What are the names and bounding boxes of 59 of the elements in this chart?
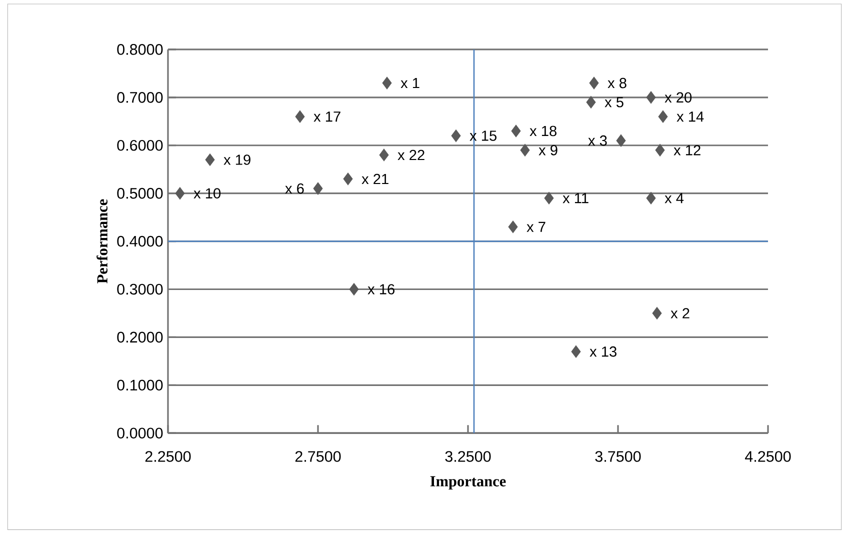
x-tick-label: 2.2500 [145,451,191,462]
point [313,182,323,195]
point [589,76,599,90]
y-axis-title: Performance [96,199,108,284]
annotation: x 4 [664,193,684,204]
point [655,144,665,157]
point [616,134,626,147]
annotation: x 13 [590,346,616,357]
y-tick-label: 0.4000 [117,236,163,247]
point [175,187,185,200]
annotation: x 16 [368,284,394,295]
point [646,192,656,205]
x-tick-label: 2.7500 [295,451,341,462]
point [520,144,530,157]
point [349,283,359,296]
x-tick-label: 4.2500 [745,451,791,462]
point [451,130,461,142]
x-tick-label: 3.2500 [445,451,491,462]
annotation: x 20 [664,92,692,103]
annotation: x 6 [285,184,304,194]
point [544,192,554,205]
point [658,110,668,124]
annotation: x 9 [538,145,558,156]
y-tick-label: 0.0000 [117,428,163,439]
point [382,76,392,90]
y-tick-label: 0.1000 [117,380,163,391]
point [295,110,305,124]
x-tick-label: 3.7500 [595,451,641,462]
y-tick-label: 0.6000 [117,140,163,151]
annotation: x 12 [674,145,700,156]
x-axis-title: Importance [430,476,506,490]
annotation: x 18 [530,126,556,136]
point [205,154,215,166]
annotation: x 2 [670,308,690,318]
annotation: x 11 [562,193,588,204]
y-tick-label: 0.2000 [117,332,163,343]
point [343,172,353,186]
annotation: x 7 [526,222,546,232]
annotation: x 8 [608,78,626,88]
annotation: x 14 [676,112,704,122]
point [586,96,596,109]
point [379,148,389,162]
point [511,124,521,138]
annotation: x 3 [588,136,607,146]
annotation: x 17 [314,112,340,122]
y-tick-label: 0.8000 [117,44,163,56]
y-tick-label: 0.7000 [117,92,163,103]
point [652,307,662,320]
point [571,346,581,358]
annotation: x 19 [224,154,250,166]
annotation: x 21 [362,174,388,184]
point [508,220,518,234]
annotation: x 5 [604,97,624,108]
y-tick-label: 0.5000 [117,188,163,199]
point [646,91,656,104]
annotation: x 1 [400,78,420,88]
y-tick-label: 0.3000 [117,284,163,295]
annotation: x 22 [398,150,424,160]
annotation: x 10 [194,188,221,199]
